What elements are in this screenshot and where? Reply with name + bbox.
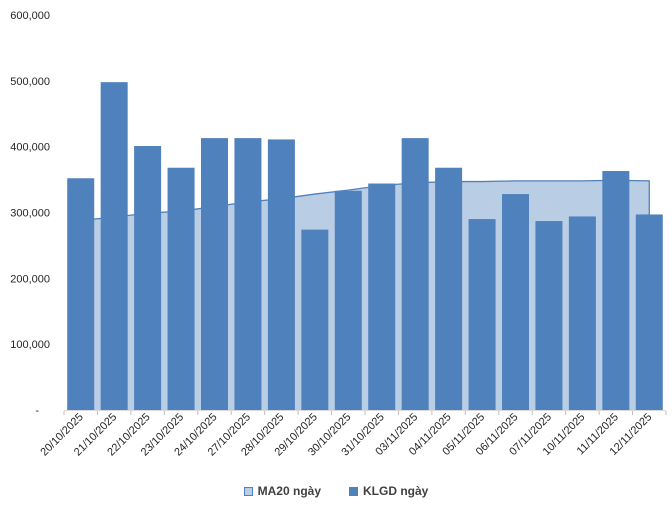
volume-bar — [267, 139, 295, 410]
ma20-area — [80, 180, 650, 410]
volume-bar — [502, 194, 529, 410]
volume-bar — [234, 138, 262, 411]
volume-bar — [635, 214, 663, 410]
chart-legend: MA20 ngày KLGD ngày — [0, 484, 672, 498]
y-axis-label: 100,000 — [10, 339, 50, 351]
volume-bar — [201, 138, 228, 411]
y-axis-label: - — [35, 405, 39, 417]
volume-bar — [167, 167, 195, 410]
volume-bar — [368, 183, 396, 410]
y-axis-label: 500,000 — [10, 76, 50, 88]
volume-bar — [334, 190, 362, 410]
volume-bar — [602, 171, 630, 410]
y-axis-label: 400,000 — [10, 142, 50, 154]
y-axis-label: 200,000 — [10, 273, 50, 285]
volume-bar — [301, 229, 329, 410]
legend-label-klgd: KLGD ngày — [363, 484, 429, 498]
legend-item-ma20: MA20 ngày — [243, 484, 321, 498]
y-axis-label: 300,000 — [10, 208, 50, 220]
volume-bar — [134, 146, 162, 410]
y-axis-label: 600,000 — [10, 10, 50, 22]
legend-item-klgd: KLGD ngày — [349, 484, 428, 498]
volume-bar — [568, 216, 596, 410]
klgd-swatch-icon — [349, 486, 358, 496]
volume-bar — [468, 219, 496, 410]
volume-bar — [535, 221, 563, 410]
volume-bar — [100, 82, 128, 411]
legend-label-ma20: MA20 ngày — [257, 484, 321, 498]
ma20-swatch-icon — [243, 486, 253, 496]
volume-bar — [401, 138, 429, 411]
volume-bar — [67, 178, 95, 410]
volume-bar — [435, 167, 463, 410]
